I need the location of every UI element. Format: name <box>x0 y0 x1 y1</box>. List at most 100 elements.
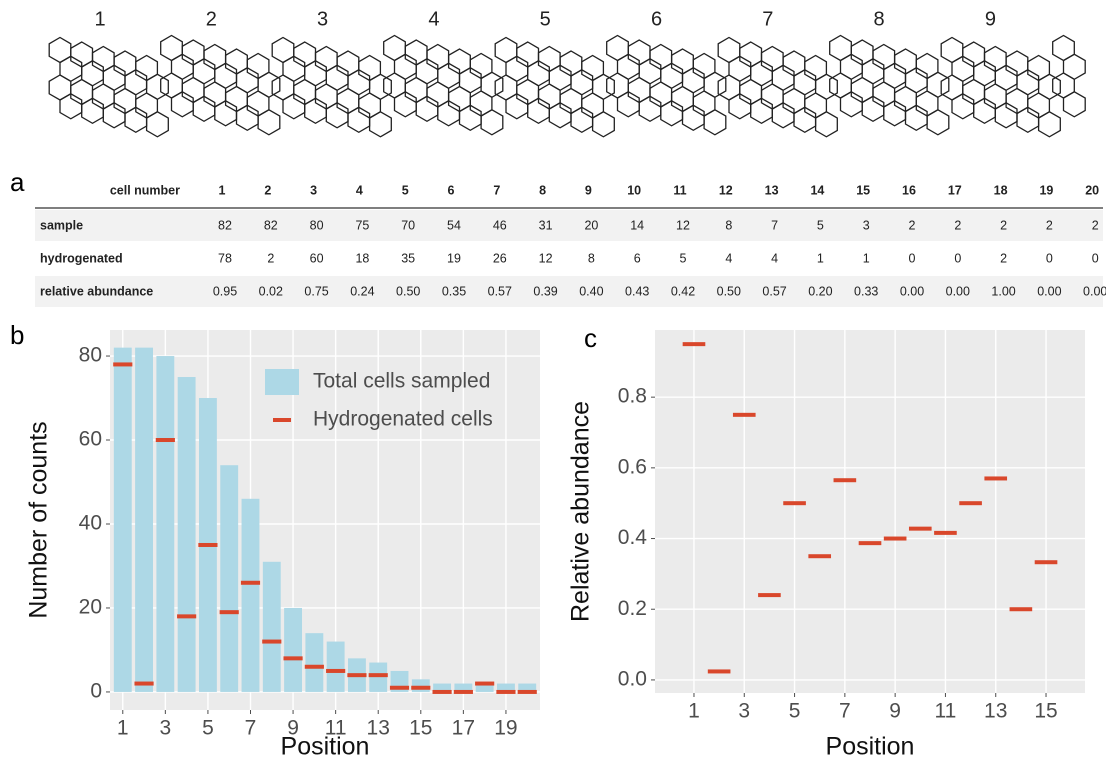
plot-panel <box>655 330 1085 693</box>
table-cell: 78 <box>218 251 232 265</box>
bar <box>433 683 452 692</box>
table-header: 11 <box>673 183 686 197</box>
table-header: 14 <box>810 183 824 197</box>
bar <box>518 683 537 692</box>
table-cell: 54 <box>447 218 461 232</box>
bar <box>135 347 153 692</box>
row-label: relative abundance <box>40 284 153 298</box>
table-cell: 6 <box>634 251 641 265</box>
y-tick-label: 0.8 <box>618 385 647 408</box>
row-label: hydrogenated <box>40 251 123 265</box>
dash-marker <box>883 536 907 541</box>
x-tick-label: 7 <box>245 717 257 740</box>
table-cell: 4 <box>725 251 732 265</box>
hexagon <box>591 111 615 138</box>
dash-marker <box>682 342 706 347</box>
table-cell: 26 <box>493 251 507 265</box>
table-header: 18 <box>994 183 1008 197</box>
y-tick-label: 40 <box>79 512 102 535</box>
table-header: 8 <box>539 183 546 197</box>
y-tick-label: 0.0 <box>618 667 647 690</box>
y-axis-title: Number of counts <box>25 421 53 618</box>
table-cell: 7 <box>771 218 778 232</box>
dash-marker <box>411 685 431 690</box>
x-tick-label: 11 <box>935 700 957 723</box>
y-tick-label: 0.4 <box>618 526 648 549</box>
dash-marker <box>368 673 388 678</box>
table-cell: 3 <box>863 218 870 232</box>
bar <box>326 641 345 692</box>
bar <box>411 679 430 692</box>
x-tick-label: 17 <box>452 717 475 740</box>
table-header: 3 <box>310 183 317 197</box>
bar <box>284 607 303 692</box>
table-cell: 0.75 <box>304 284 328 298</box>
legend-label: Total cells sampled <box>313 370 490 393</box>
y-tick-label: 20 <box>79 596 102 619</box>
dash-marker <box>475 681 495 686</box>
dash-marker <box>304 664 324 669</box>
table-cell: 19 <box>447 251 461 265</box>
table-header: 12 <box>719 183 733 197</box>
bar <box>454 683 473 692</box>
table-cell: 2 <box>1046 218 1053 232</box>
y-tick-label: 0 <box>90 679 102 702</box>
cell-number: 3 <box>317 8 328 30</box>
table-cell: 0.95 <box>213 284 237 298</box>
cell-number: 5 <box>540 8 551 30</box>
x-tick-label: 5 <box>789 700 801 723</box>
table-cell: 0 <box>1092 251 1099 265</box>
table-cell: 2 <box>267 251 274 265</box>
y-axis-title: Relative abundance <box>567 401 595 622</box>
hexagon <box>145 111 169 138</box>
x-tick-label: 3 <box>738 700 750 723</box>
table-cell: 1.00 <box>991 284 1015 298</box>
bar <box>113 347 132 692</box>
dash-marker <box>1034 560 1058 565</box>
panel-letter: b <box>10 320 24 350</box>
hexagon-strip <box>48 34 1086 138</box>
table-cell: 31 <box>539 218 553 232</box>
table-cell: 20 <box>584 218 598 232</box>
dash-marker <box>858 541 882 546</box>
table-cell: 0.57 <box>488 284 512 298</box>
hexagon <box>1037 111 1061 138</box>
table-cell: 0.33 <box>854 284 878 298</box>
y-tick-label: 0.6 <box>618 455 647 478</box>
dash-marker <box>783 501 806 506</box>
table-cell: 18 <box>355 251 369 265</box>
x-tick-label: 5 <box>202 717 214 740</box>
dash-marker <box>134 681 154 686</box>
x-axis-title: Position <box>281 733 370 761</box>
table-header: 9 <box>585 183 592 197</box>
table-cell: 0 <box>1046 251 1053 265</box>
x-tick-label: 9 <box>287 717 299 740</box>
table-cell: 0.00 <box>1083 284 1106 298</box>
hexagon <box>814 111 838 138</box>
table-cell: 0 <box>954 251 961 265</box>
dash-marker <box>326 668 346 673</box>
table-header: 5 <box>402 183 409 197</box>
table-cell: 0.00 <box>900 284 924 298</box>
bar <box>305 633 324 692</box>
dash-marker <box>219 610 239 615</box>
table-cell: 82 <box>218 218 232 232</box>
table-cell: 0.57 <box>762 284 786 298</box>
dash-marker <box>517 689 537 694</box>
dash-marker <box>732 412 756 417</box>
x-tick-label: 15 <box>1034 700 1057 723</box>
x-tick-label: 19 <box>494 717 517 740</box>
table-header: 4 <box>356 183 363 197</box>
table-cell: 4 <box>771 251 778 265</box>
table-cell: 80 <box>310 218 324 232</box>
row-shade <box>35 276 1103 307</box>
bar <box>177 377 196 692</box>
hexagon <box>926 109 950 136</box>
table-cell: 2 <box>909 218 916 232</box>
dash-marker <box>177 614 197 619</box>
dash-marker <box>984 476 1008 481</box>
table-cell: 2 <box>1000 251 1007 265</box>
table-cell: 2 <box>1000 218 1007 232</box>
hexagon <box>1062 91 1086 118</box>
